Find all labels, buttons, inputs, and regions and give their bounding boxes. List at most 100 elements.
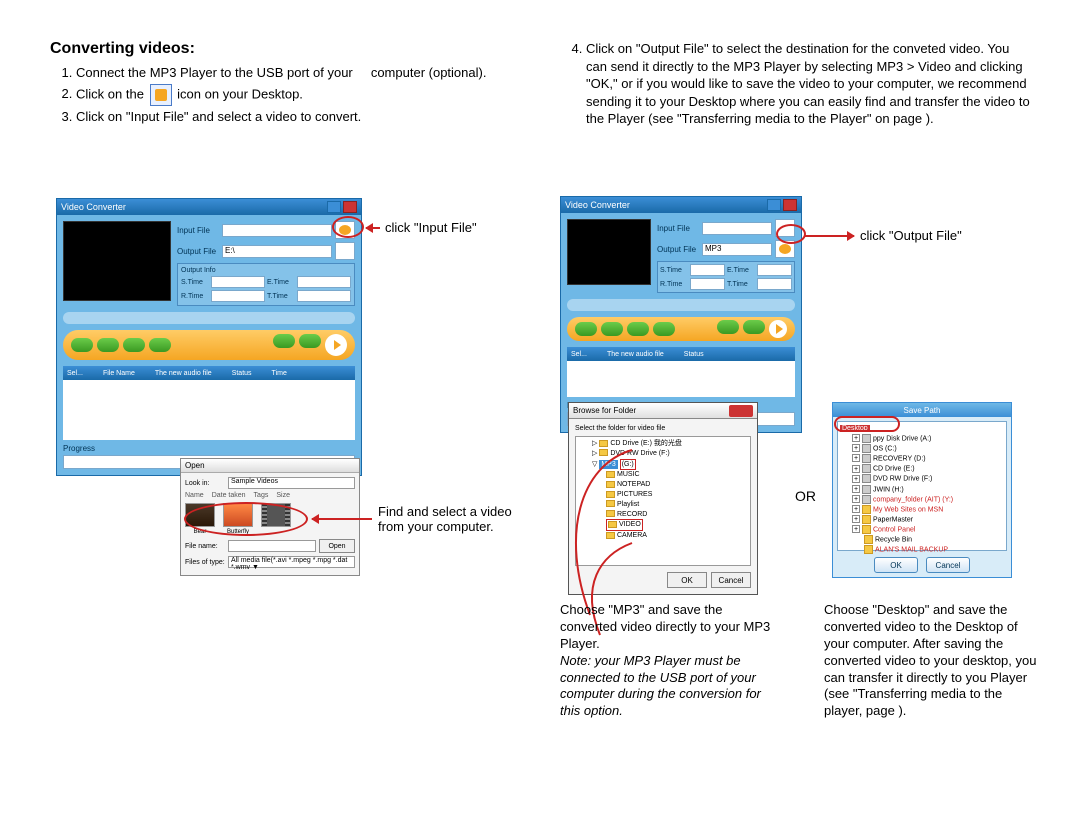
minimize-icon-b[interactable] <box>767 199 781 211</box>
col-newfile: The new audio file <box>155 370 212 377</box>
sp-tree[interactable]: Desktop +ppy Disk Drive (A:) +OS (C:) +R… <box>837 421 1007 551</box>
converter-window-b: Video Converter Input File <box>560 196 802 433</box>
step-2-a: Click on the <box>76 86 144 101</box>
save-path-wrap: Save Path Desktop +ppy Disk Drive (A:) +… <box>832 402 1012 578</box>
sp-cancel-button[interactable]: Cancel <box>926 557 970 573</box>
rtime-label: R.Time <box>181 290 209 302</box>
output-field-b[interactable]: MP3 <box>702 243 772 256</box>
titlebar: Video Converter <box>57 199 361 215</box>
caption-left-note: Note: your MP3 Player must be connected … <box>560 653 780 721</box>
node-mp3[interactable]: MP3 <box>599 460 617 470</box>
step-1-b: computer (optional). <box>371 65 487 80</box>
open-dialog-wrap: Open Look in: Sample Videos Name Date ta… <box>180 458 360 576</box>
input-browse-button[interactable] <box>335 221 355 239</box>
annotation-find-select: Find and select a video from your comput… <box>378 504 528 534</box>
col-time: Time <box>272 370 287 377</box>
open-button[interactable]: Open <box>319 539 355 553</box>
input-browse-b[interactable] <box>775 219 795 237</box>
steps-right: Click on "Output File" to select the des… <box>560 40 1030 128</box>
control-bar <box>63 330 355 360</box>
step-2: Click on the icon on your Desktop. <box>76 84 520 106</box>
annotation-arrow-output <box>804 235 854 237</box>
output-label-b: Output File <box>657 245 699 254</box>
filename-field[interactable] <box>228 540 316 552</box>
col-filename: File Name <box>103 370 135 377</box>
node-video[interactable]: VIDEO <box>619 521 641 528</box>
stime-field[interactable] <box>211 276 265 288</box>
input-field-b[interactable] <box>702 222 772 235</box>
annotation-output-file: click "Output File" <box>860 228 962 243</box>
or-label: OR <box>795 488 816 504</box>
tab-name[interactable]: Name <box>185 492 204 499</box>
output-browse-button[interactable] <box>335 242 355 260</box>
bf-cancel-button[interactable]: Cancel <box>711 572 751 588</box>
bf-tree[interactable]: ▷ CD Drive (E:) 我的光盘 ▷ DVD RW Drive (F:)… <box>575 436 751 566</box>
control-pill-2[interactable] <box>97 338 119 352</box>
converter-b-wrap: Video Converter Input File <box>560 196 802 433</box>
bf-close-icon[interactable] <box>729 405 753 417</box>
input-file-label: Input File <box>177 226 219 235</box>
tab-tags[interactable]: Tags <box>254 492 269 499</box>
play-button[interactable] <box>325 334 347 356</box>
control-bar-b <box>567 317 795 341</box>
heading: Converting videos: <box>50 40 520 58</box>
desktop-app-icon <box>150 84 172 106</box>
list-header: Sel... File Name The new audio file Stat… <box>63 366 355 380</box>
minimize-icon[interactable] <box>327 201 341 213</box>
steps-left: Connect the MP3 Player to the USB port o… <box>50 64 520 125</box>
open-dialog-title: Open <box>181 459 359 473</box>
step-1: Connect the MP3 Player to the USB port o… <box>76 64 520 82</box>
step-4: Click on "Output File" to select the des… <box>586 40 1030 128</box>
step-1-a: Connect the MP3 Player to the USB port o… <box>76 65 353 80</box>
list-body-b[interactable] <box>567 361 795 397</box>
seek-slider[interactable] <box>63 312 355 324</box>
converter-body: Input File Output File E:\ Output Info <box>57 215 361 475</box>
tab-size[interactable]: Size <box>276 492 290 499</box>
close-icon-b[interactable] <box>783 199 797 211</box>
caption-right: Choose "Desktop" and save the converted … <box>824 602 1044 720</box>
bf-desc: Select the folder for video file <box>575 425 751 432</box>
seek-slider-b[interactable] <box>567 299 795 311</box>
play-button-b[interactable] <box>769 320 787 338</box>
control-pill-5[interactable] <box>273 334 295 348</box>
save-path-dialog: Save Path Desktop +ppy Disk Drive (A:) +… <box>832 402 1012 578</box>
lookin-field[interactable]: Sample Videos <box>228 477 355 489</box>
bf-title-text: Browse for Folder <box>573 406 636 415</box>
stime-label: S.Time <box>181 276 209 288</box>
progress-label: Progress <box>63 444 355 453</box>
ttime-label: T.Time <box>267 290 295 302</box>
tab-date[interactable]: Date taken <box>212 492 246 499</box>
thumb-butterfly[interactable]: Butterfly <box>223 503 253 535</box>
thumb-film[interactable] <box>261 503 291 535</box>
filetype-field[interactable]: All media file(*.avi *.mpeg *.mpg *.dat … <box>228 556 355 568</box>
control-pill-1[interactable] <box>71 338 93 352</box>
close-icon[interactable] <box>343 201 357 213</box>
sp-ok-button[interactable]: OK <box>874 557 918 573</box>
control-pill-3[interactable] <box>123 338 145 352</box>
video-preview <box>63 221 171 301</box>
thumb-bear[interactable]: Bear <box>185 503 215 535</box>
output-browse-b[interactable] <box>775 240 795 258</box>
step-3: Click on "Input File" and select a video… <box>76 108 520 126</box>
input-file-field[interactable] <box>222 224 332 237</box>
annotation-arrow-input <box>366 227 380 229</box>
output-info-title: Output Info <box>181 267 351 274</box>
ttime-field[interactable] <box>297 290 351 302</box>
rtime-field[interactable] <box>211 290 265 302</box>
step-2-b: icon on your Desktop. <box>177 86 303 101</box>
output-file-field[interactable]: E:\ <box>222 245 332 258</box>
node-desktop[interactable]: Desktop <box>840 425 870 432</box>
open-dialog-thumbs: Bear Butterfly <box>185 503 355 535</box>
control-pill-4[interactable] <box>149 338 171 352</box>
caption-left: Choose "MP3" and save the converted vide… <box>560 602 780 720</box>
titlebar-b: Video Converter <box>561 197 801 213</box>
annotation-input-file: click "Input File" <box>385 220 477 235</box>
control-pill-6[interactable] <box>299 334 321 348</box>
filetype-label: Files of type: <box>185 559 225 566</box>
etime-field[interactable] <box>297 276 351 288</box>
etime-label: E.Time <box>267 276 295 288</box>
list-body[interactable] <box>63 380 355 440</box>
list-header-b: Sel... The new audio file Status <box>567 347 795 361</box>
converter-a-wrap: Video Converter Input File <box>56 198 362 476</box>
bf-ok-button[interactable]: OK <box>667 572 707 588</box>
